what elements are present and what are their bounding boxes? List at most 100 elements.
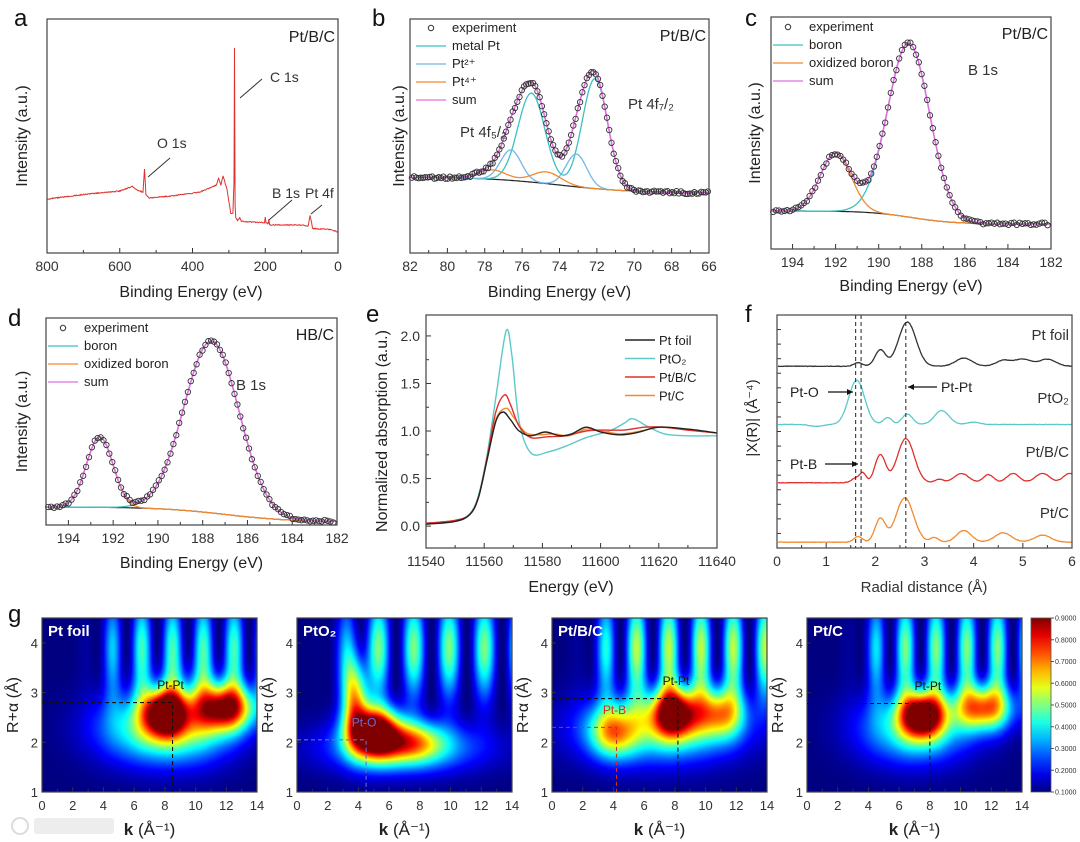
colorbar-tick-label: 0.5000: [1055, 703, 1077, 710]
experiment-point: [502, 128, 510, 135]
experiment-point: [929, 125, 936, 132]
experiment-point: [966, 216, 973, 223]
experiment-point: [865, 176, 872, 184]
experiment-point: [112, 467, 119, 474]
legend-entry: sum: [452, 92, 477, 107]
experiment-point: [306, 518, 314, 525]
experiment-point: [77, 479, 84, 486]
experiment-point: [792, 204, 799, 211]
x-tick-label: 4: [865, 798, 872, 813]
x-tick-label: 14: [250, 798, 264, 813]
panel-letter-d: d: [8, 305, 21, 332]
x-tick-label: 2: [834, 798, 841, 813]
experiment-point: [266, 496, 273, 503]
experiment-point: [567, 131, 575, 139]
experiment-point: [940, 174, 948, 182]
experiment-point: [615, 164, 622, 172]
arrow-head-icon: [908, 384, 914, 390]
experiment-point: [655, 188, 662, 195]
x-axis-label: k (Å⁻¹): [379, 820, 431, 839]
panel-letter-c: c: [745, 5, 757, 32]
sample-label: Pt/B/C: [660, 28, 706, 45]
legend-entry: metal Pt: [452, 38, 500, 53]
map-title: Pt/B/C: [558, 623, 603, 640]
watermark-icon: [11, 817, 29, 835]
x-tick-label: 5: [1019, 553, 1027, 569]
experiment-point: [859, 179, 866, 186]
component-line: [771, 42, 1051, 225]
bond-guide-dashed-line: [807, 702, 931, 792]
bond-guide-dashed-line: [297, 739, 367, 792]
experiment-point: [532, 82, 539, 90]
experiment-point: [814, 177, 822, 184]
x-tick-label: 400: [181, 258, 205, 274]
experiment-point: [208, 337, 215, 344]
y-axis-label: Normalized absorption (a.u.): [374, 330, 391, 532]
x-axis-label: k (Å⁻¹): [124, 820, 176, 839]
series-label: Pt/C: [1040, 505, 1069, 522]
experiment-point: [106, 450, 113, 457]
experiment-point: [100, 437, 107, 444]
experiment-point: [599, 92, 606, 99]
x-axis-label: Binding Energy (eV): [488, 284, 631, 301]
y-axis-label: R+α (Å): [768, 677, 787, 733]
experiment-point: [910, 43, 917, 51]
x-tick-label: 78: [477, 258, 493, 274]
component-line: [46, 436, 337, 523]
experiment-point: [146, 491, 154, 498]
experiment-point: [53, 503, 61, 510]
peak-annotation: B 1s: [968, 62, 998, 79]
plot-frame: [45, 317, 338, 526]
colorbar-tick-label: 0.7000: [1055, 659, 1077, 666]
x-tick-label: 14: [760, 798, 774, 813]
experiment-point: [845, 165, 852, 173]
experiment-point: [870, 163, 878, 170]
experiment-point: [924, 96, 931, 104]
experiment-point: [428, 173, 436, 180]
sum-line: [771, 42, 1051, 225]
x-tick-label: 8: [671, 798, 678, 813]
experiment-point: [1008, 219, 1015, 227]
x-tick-label: 200: [254, 258, 278, 274]
experiment-point: [245, 445, 253, 452]
experiment-point: [536, 94, 543, 101]
y-tick-label: 2: [31, 735, 38, 750]
experiment-point: [505, 121, 512, 129]
experiment-point: [639, 188, 646, 196]
experiment-point: [138, 497, 145, 504]
x-axis-label-k: k: [889, 820, 899, 839]
x-tick-label: 800: [35, 258, 59, 274]
x-tick-label: 11540: [407, 553, 445, 569]
experiment-point: [82, 463, 90, 471]
experiment-point: [1044, 222, 1051, 229]
x-tick-label: 12: [474, 798, 488, 813]
experiment-point: [1038, 219, 1046, 226]
annotation-leader-line: [310, 204, 323, 215]
experiment-point: [68, 496, 75, 503]
experiment-point: [545, 128, 552, 135]
experiment-point: [213, 341, 221, 348]
experiment-point: [478, 168, 485, 175]
legend-marker-experiment: [59, 324, 67, 332]
experiment-point: [129, 499, 136, 507]
x-tick-label: 4: [610, 798, 617, 813]
x-tick-label: 0: [38, 798, 45, 813]
sample-label: Pt/B/C: [1002, 26, 1048, 43]
x-tick-label: 2: [579, 798, 586, 813]
legend-entry: oxidized boron: [809, 55, 894, 70]
x-tick-label: 6: [896, 798, 903, 813]
plot-frame: [46, 18, 339, 254]
experiment-point: [283, 511, 291, 519]
legend-entry: Pt foil: [659, 333, 692, 348]
experiment-point: [778, 208, 785, 215]
experiment-point: [831, 151, 838, 158]
experiment-point: [216, 346, 224, 354]
ft-exafs-line: [778, 497, 1073, 544]
peak-annotation: B 1s: [236, 377, 266, 394]
legend-entry: Pt⁴⁺: [452, 74, 477, 89]
panel-d-xps-fit: 194 192 190 188 186 184 182 experiment boron oxid…: [14, 317, 349, 572]
x-tick-label: 192: [101, 530, 125, 546]
x-axis-label-unit: (Å⁻¹): [643, 820, 685, 839]
legend-entry: sum: [809, 73, 834, 88]
